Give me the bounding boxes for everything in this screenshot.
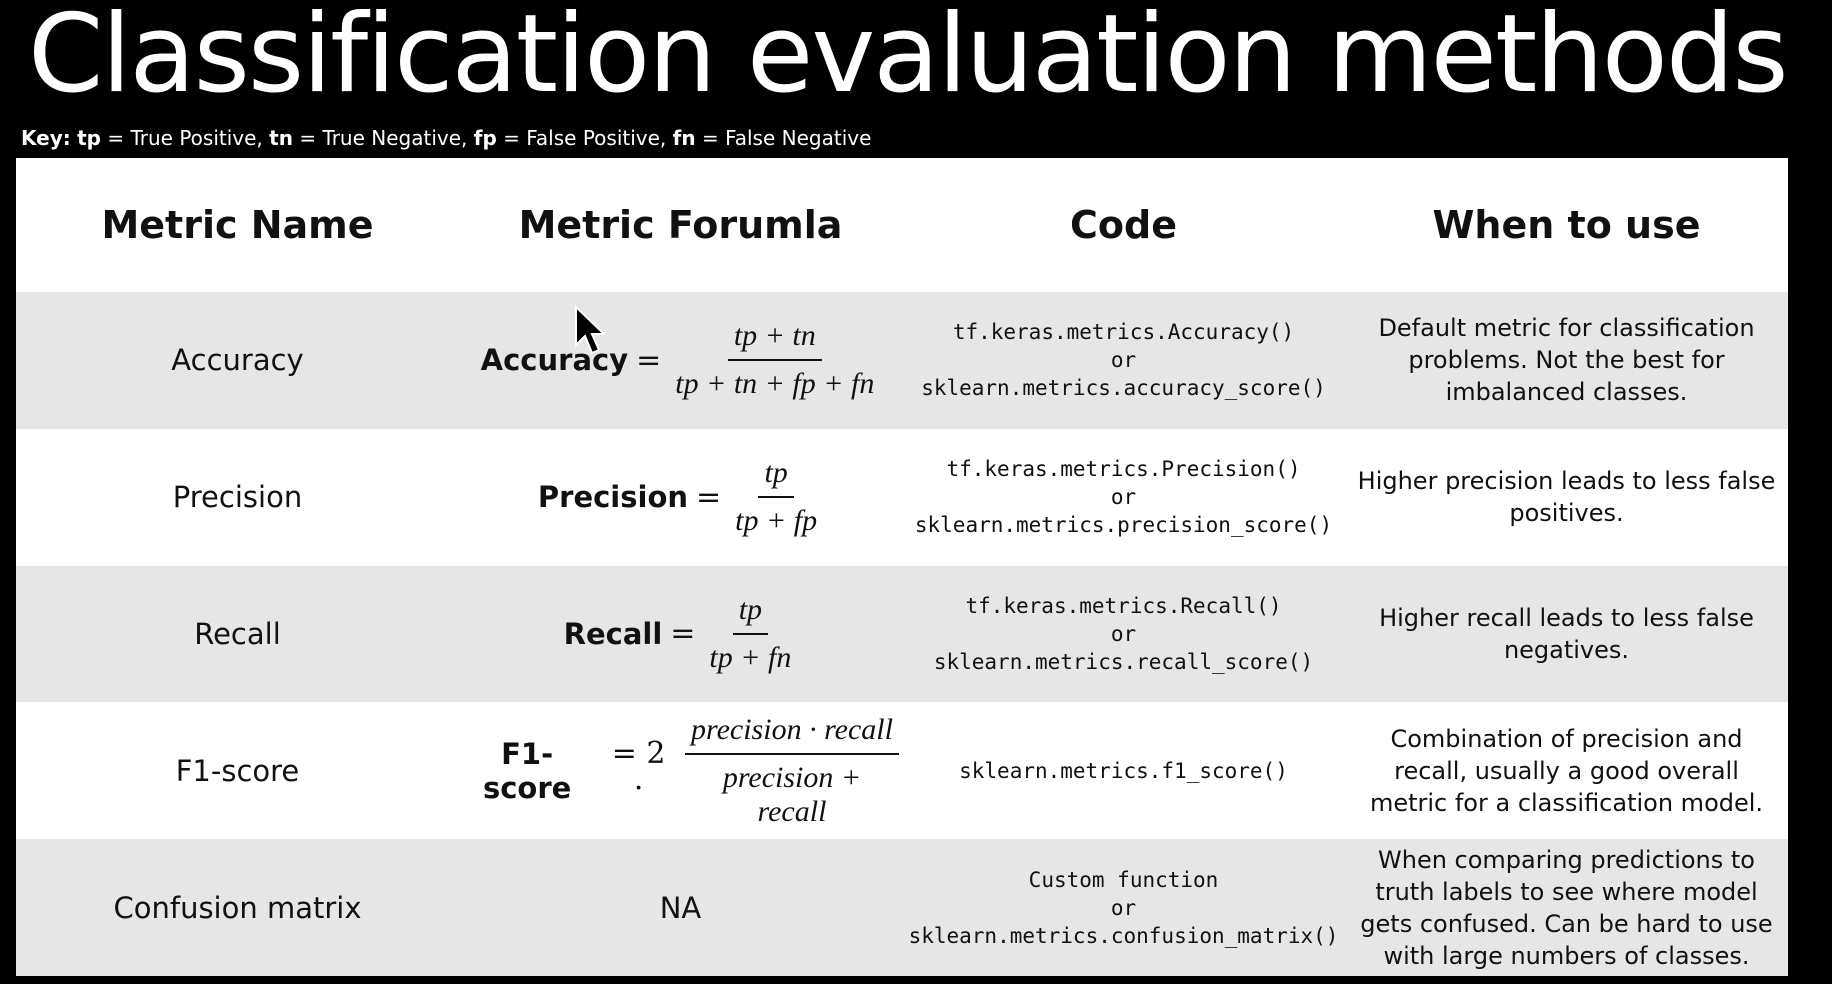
formula: F1-score = 2 · precision · recall precision… [459,702,902,840]
key-abbr: tp [77,126,101,150]
metric-name: Precision [16,428,459,566]
key-abbr: tn [269,126,293,150]
key-label: Key: [21,126,71,150]
title: Classification evaluation methods [28,0,1789,117]
fraction: precision · recall precision + recall [682,713,902,829]
numerator: tp + tn [727,319,822,362]
formula-lhs: Precision [537,480,689,515]
formula: Precision = tp tp + fp [459,428,902,566]
fraction: tp tp + fp [729,456,823,538]
numerator: tp [732,593,769,635]
formula-operator: = [670,616,696,652]
key-abbr: fn [672,126,696,150]
formula-operator: = [696,479,722,515]
key-text: = False Negative [701,126,872,150]
key: Key: tp = True Positive, tn = True Negat… [21,126,871,150]
key-text: = True Positive, [107,126,263,150]
when-to-use: Higher recall leads to less false negati… [1345,565,1788,703]
code-line: or [1110,485,1137,510]
key-abbr: fp [473,126,497,150]
formula-lhs: Accuracy [480,343,629,378]
formula: Accuracy = tp + tn tp + tn + fp + fn [459,292,902,429]
numerator: precision · recall [685,713,899,755]
formula-operator: = [636,342,662,378]
table: Metric Name Metric Forumla Code When to use… [16,158,1788,976]
code-line: tf.keras.metrics.Recall() [965,593,1282,618]
code-line: sklearn.metrics.recall_score() [933,649,1314,674]
code: tf.keras.metrics.Recall() or sklearn.metri… [902,565,1345,703]
formula: NA [459,839,902,976]
denominator: tp + fn [709,640,792,674]
denominator: precision + recall [722,760,862,828]
code-line: sklearn.metrics.accuracy_score() [921,376,1326,401]
formula-lhs: F1-score [482,736,572,805]
metric-name: Confusion matrix [16,839,459,976]
code-line: Custom function [1028,867,1219,892]
key-text: = False Positive, [503,126,667,150]
metric-name: F1-score [16,702,459,840]
code-line: or [1110,895,1137,920]
denominator: tp + tn + fp + fn [675,367,875,401]
metric-name: Recall [16,565,459,703]
column-header: Code [902,158,1345,292]
metric-name: Accuracy [16,292,459,429]
code: tf.keras.metrics.Accuracy() or sklearn.met… [902,292,1345,429]
code-line: sklearn.metrics.confusion_matrix() [908,923,1339,948]
numerator: tp [758,456,794,499]
when-to-use: Default metric for classification proble… [1345,292,1788,429]
when-to-use: Higher precision leads to less false pos… [1345,428,1788,566]
code: tf.keras.metrics.Precision() or sklearn.me… [902,428,1345,566]
formula-lhs: Recall [563,616,663,651]
column-header: Metric Name [16,158,459,292]
fraction: tp + tn tp + tn + fp + fn [669,319,880,401]
key-text: = True Negative, [299,126,468,150]
code-line: tf.keras.metrics.Precision() [946,457,1301,482]
formula-operator: = 2 · [611,735,666,806]
fraction: tp tp + fn [703,593,797,675]
column-header: Metric Forumla [459,158,902,292]
denominator: tp + fp [735,504,818,538]
code-line: or [1110,621,1137,646]
formula: Recall = tp tp + fn [459,565,902,703]
code-line: sklearn.metrics.precision_score() [914,513,1333,538]
mouse-cursor [575,305,607,355]
code-line: tf.keras.metrics.Accuracy() [952,320,1295,345]
code-line: sklearn.metrics.f1_score() [959,758,1288,783]
when-to-use: Combination of precision and recall, usu… [1345,702,1788,840]
code: sklearn.metrics.f1_score() [902,702,1345,840]
column-header: When to use [1345,158,1788,292]
code: Custom function or sklearn.metrics.confusi… [902,839,1345,976]
code-line: or [1110,348,1137,373]
when-to-use: When comparing predictions to truth labe… [1345,839,1788,976]
